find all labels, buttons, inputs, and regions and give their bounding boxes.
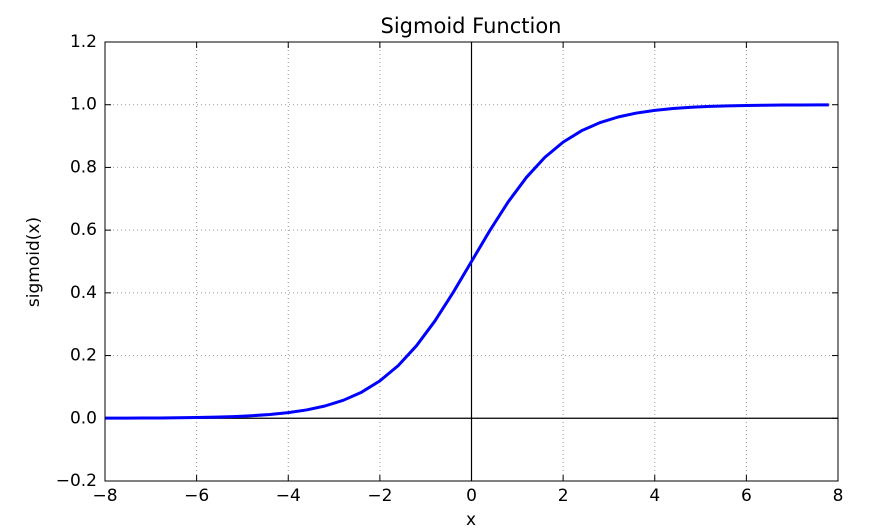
x-tick-label: −2 <box>367 486 392 506</box>
y-tick-label: 0.2 <box>70 346 97 366</box>
x-tick-label: 6 <box>741 486 752 506</box>
x-tick-label: 4 <box>649 486 660 506</box>
x-tick-label: −4 <box>276 486 301 506</box>
x-tick-label: −8 <box>92 486 117 506</box>
y-tick-label: −0.2 <box>56 471 97 491</box>
x-tick-label: −6 <box>184 486 209 506</box>
y-tick-label: 0.0 <box>70 408 97 428</box>
plot-frame <box>104 41 839 482</box>
y-tick-label: 0.4 <box>70 283 97 303</box>
y-axis-label: sigmoid(x) <box>24 217 44 307</box>
y-tick-label: 1.2 <box>70 32 97 52</box>
y-tick-label: 0.6 <box>70 220 97 240</box>
series-line <box>104 103 829 420</box>
x-tick-label: 8 <box>833 486 844 506</box>
y-tick-label: 0.8 <box>70 157 97 177</box>
x-tick-label: 0 <box>466 486 477 506</box>
x-tick-label: 2 <box>558 486 569 506</box>
chart-title: Sigmoid Function <box>381 14 562 38</box>
x-axis-label: x <box>466 510 476 530</box>
y-tick-label: 1.0 <box>70 95 97 115</box>
